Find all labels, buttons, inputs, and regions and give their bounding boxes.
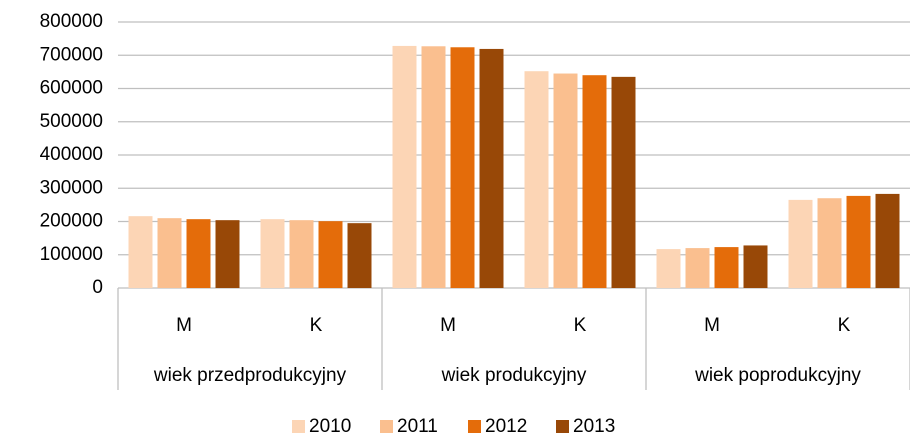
y-tick-label: 300000 bbox=[40, 177, 103, 198]
x-tick-label: K bbox=[574, 315, 587, 336]
group-label: wiek produkcyjny bbox=[441, 365, 587, 386]
legend-swatch bbox=[380, 420, 393, 433]
x-tick-label: K bbox=[838, 315, 851, 336]
bar bbox=[186, 219, 211, 288]
y-tick-label: 400000 bbox=[40, 144, 103, 165]
bar bbox=[524, 71, 549, 289]
legend-swatch bbox=[556, 420, 569, 433]
bar bbox=[450, 47, 475, 288]
bar bbox=[289, 220, 314, 288]
bar bbox=[743, 245, 768, 288]
legend-label: 2011 bbox=[397, 416, 438, 436]
y-tick-label: 200000 bbox=[40, 211, 103, 232]
bar bbox=[421, 46, 446, 289]
bar bbox=[318, 221, 343, 288]
bar bbox=[817, 198, 842, 288]
y-tick-label: 100000 bbox=[40, 244, 103, 265]
y-tick-label: 600000 bbox=[40, 78, 103, 99]
bar bbox=[788, 199, 813, 288]
bar bbox=[479, 48, 504, 289]
y-tick-label: 0 bbox=[92, 277, 103, 298]
x-tick-label: M bbox=[440, 315, 456, 336]
bar bbox=[875, 193, 900, 288]
y-tick-label: 800000 bbox=[40, 11, 103, 32]
bar bbox=[582, 75, 607, 288]
x-tick-label: M bbox=[704, 315, 720, 336]
bar bbox=[157, 218, 182, 288]
bar bbox=[685, 248, 710, 288]
bar bbox=[347, 223, 372, 288]
x-tick-label: K bbox=[310, 315, 323, 336]
bar bbox=[260, 219, 285, 288]
group-label: wiek poprodukcyjny bbox=[694, 365, 861, 386]
bar bbox=[714, 247, 739, 288]
bar bbox=[846, 195, 871, 288]
y-tick-label: 500000 bbox=[40, 111, 103, 132]
y-tick-label: 700000 bbox=[40, 44, 103, 65]
x-tick-label: M bbox=[176, 315, 192, 336]
bar bbox=[656, 249, 681, 288]
legend-swatch bbox=[292, 420, 305, 433]
legend-swatch bbox=[468, 420, 481, 433]
legend-label: 2013 bbox=[573, 416, 615, 436]
bar bbox=[553, 73, 578, 288]
group-label: wiek przedprodukcyjny bbox=[153, 365, 347, 386]
bar bbox=[392, 45, 417, 288]
legend-label: 2012 bbox=[485, 416, 527, 436]
bar bbox=[128, 216, 153, 288]
bar bbox=[215, 220, 240, 288]
bar bbox=[611, 76, 636, 288]
legend-label: 2010 bbox=[309, 416, 351, 436]
